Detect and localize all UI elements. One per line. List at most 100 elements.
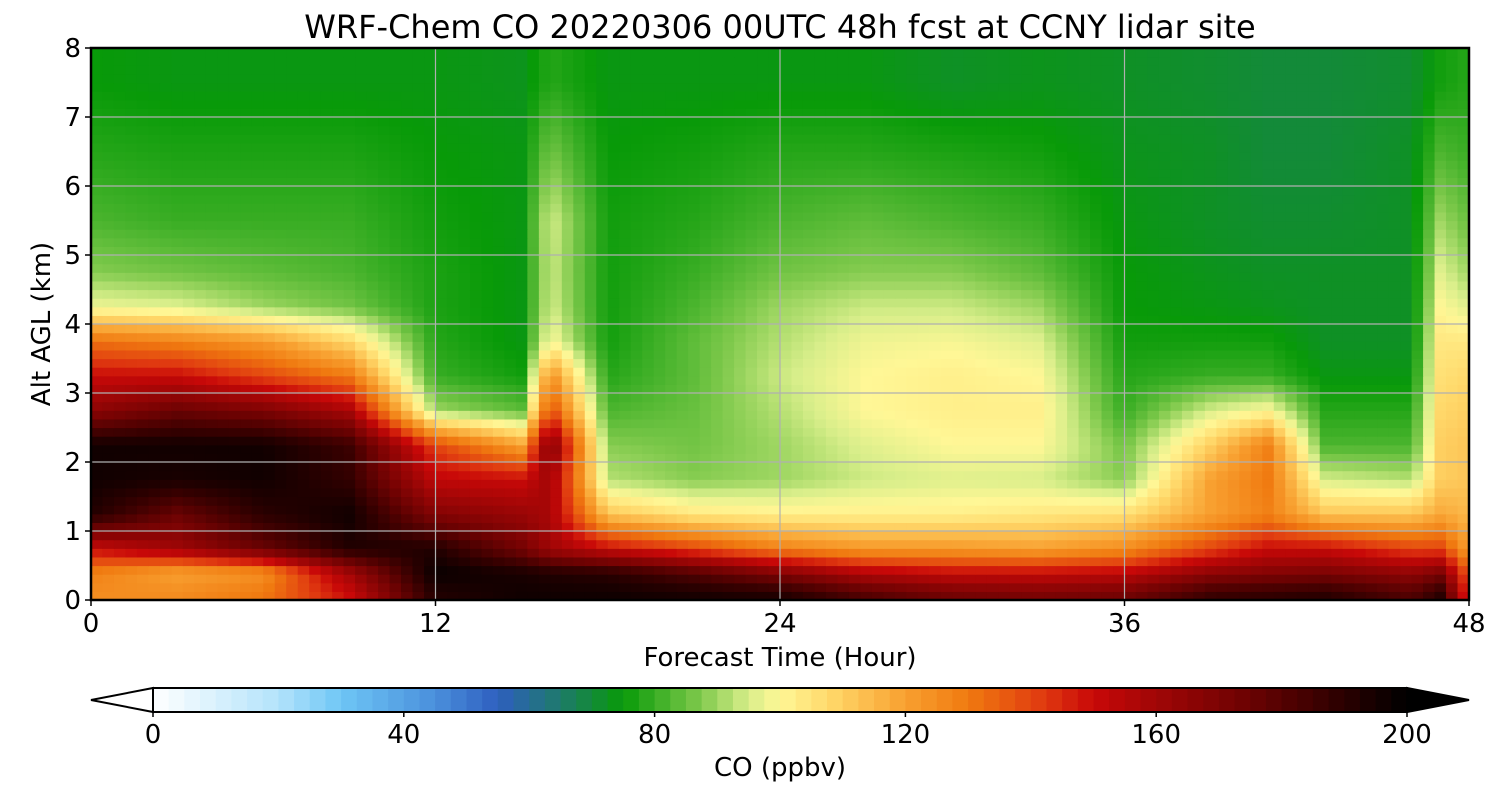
contour-cell (332, 522, 345, 532)
contour-cell (1377, 263, 1390, 273)
contour-cell (883, 556, 896, 567)
contour-cell (963, 272, 976, 282)
contour-cell (998, 289, 1011, 299)
contour-cell (343, 470, 356, 480)
contour-cell (848, 513, 861, 523)
contour-cell (1319, 582, 1332, 592)
contour-cell (998, 401, 1011, 411)
contour-cell (963, 591, 976, 601)
contour-cell (1135, 289, 1149, 299)
contour-cell (171, 315, 184, 325)
contour-cell (136, 556, 150, 567)
contour-cell (148, 332, 161, 342)
contour-cell (998, 479, 1011, 489)
contour-cell (1181, 548, 1194, 558)
contour-cell (136, 513, 150, 523)
contour-cell (297, 349, 310, 360)
contour-cell (1216, 453, 1229, 463)
contour-cell (297, 246, 310, 256)
contour-cell (113, 332, 127, 342)
contour-cell (573, 384, 586, 394)
contour-cell (332, 367, 345, 377)
contour-cell (527, 255, 540, 265)
contour-cell (1400, 453, 1413, 463)
contour-cell (125, 393, 138, 403)
contour-cell (642, 263, 655, 273)
contour-cell (182, 315, 195, 325)
contour-cell (1239, 410, 1252, 420)
contour-cell (240, 324, 253, 334)
contour-cell (332, 539, 345, 549)
contour-cell (952, 306, 965, 316)
contour-cell (91, 315, 104, 325)
contour-cell (401, 358, 414, 368)
contour-cell (274, 470, 287, 480)
contour-cell (986, 556, 999, 567)
contour-cell (871, 280, 884, 291)
contour-cell (1090, 591, 1103, 601)
contour-cell (194, 462, 207, 472)
contour-cell (1124, 444, 1137, 454)
contour-cell (1308, 479, 1321, 489)
contour-cell (1331, 548, 1344, 558)
contour-cell (1032, 470, 1045, 480)
contour-cell (515, 496, 528, 506)
contour-cell (1009, 574, 1022, 584)
contour-cell (366, 272, 379, 282)
contour-cell (814, 237, 827, 247)
contour-cell (1181, 289, 1194, 299)
contour-cell (630, 487, 643, 498)
contour-cell (378, 384, 391, 394)
contour-cell (401, 263, 414, 273)
contour-cell (825, 410, 839, 420)
contour-cell (1423, 487, 1436, 498)
contour-cell (573, 591, 586, 601)
contour-cell (125, 280, 138, 291)
contour-cell (665, 556, 678, 567)
contour-cell (343, 453, 356, 463)
contour-cell (1262, 401, 1275, 411)
contour-cell (940, 246, 953, 256)
contour-cell (1227, 280, 1240, 291)
contour-cell (343, 539, 356, 549)
contour-cell (1067, 591, 1080, 601)
contour-cell (630, 444, 643, 454)
contour-cell (1101, 505, 1114, 515)
contour-cell (1446, 246, 1459, 256)
contour-cell (1124, 375, 1137, 385)
contour-cell (1204, 298, 1217, 308)
contour-cell (401, 539, 414, 549)
contour-cell (125, 556, 138, 567)
contour-cell (871, 375, 884, 385)
contour-cell (251, 436, 264, 446)
contour-cell (435, 410, 448, 420)
contour-cell (1423, 375, 1436, 385)
contour-cell (1262, 332, 1275, 342)
contour-cell (458, 582, 471, 592)
contour-cell (745, 401, 758, 411)
contour-cell (1446, 479, 1459, 489)
contour-cell (757, 410, 770, 420)
contour-cell (688, 324, 701, 334)
contour-cell (780, 306, 793, 316)
contour-cell (860, 574, 873, 584)
contour-cell (1296, 410, 1309, 420)
contour-cell (711, 298, 724, 308)
contour-cell (389, 462, 402, 472)
contour-cell (251, 393, 264, 403)
contour-cell (642, 375, 655, 385)
contour-cell (596, 237, 609, 247)
contour-cell (1365, 384, 1378, 394)
contour-cell (412, 444, 425, 454)
contour-cell (665, 462, 678, 472)
contour-cell (894, 513, 907, 523)
contour-cell (424, 349, 437, 360)
contour-cell (1032, 513, 1045, 523)
contour-cell (619, 591, 632, 601)
contour-cell (412, 332, 425, 342)
contour-cell (458, 556, 471, 567)
contour-cell (906, 470, 919, 480)
contour-cell (1113, 444, 1126, 454)
contour-cell (1434, 453, 1447, 463)
contour-cell (1331, 462, 1344, 472)
